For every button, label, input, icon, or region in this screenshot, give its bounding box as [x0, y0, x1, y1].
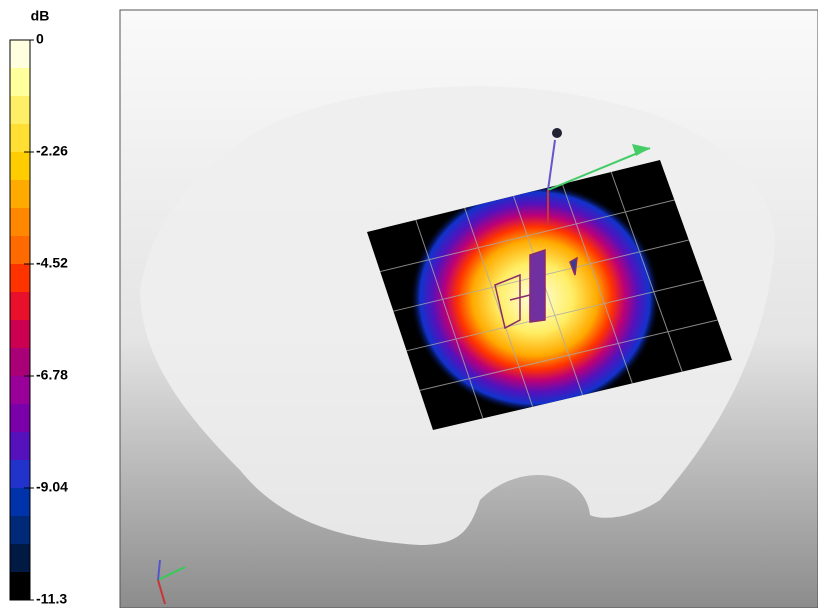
colorbar-segment [10, 432, 30, 461]
colorbar-segment [10, 152, 30, 181]
plate-grid-line [610, 171, 683, 372]
colorbar-frame [9, 39, 31, 601]
colorbar-segment [10, 292, 30, 321]
colorbar-segment [10, 488, 30, 517]
colorbar-segment [10, 236, 30, 265]
plate-grid-line [380, 199, 675, 273]
colorbar-segment [10, 460, 30, 489]
colorbar-segment [10, 68, 30, 97]
colorbar-segment [10, 96, 30, 125]
colorbar-segment [10, 376, 30, 405]
colorbar-tick-label: 0 [36, 31, 44, 47]
colorbar-segment [10, 572, 30, 601]
colorbar-segment [10, 180, 30, 209]
colorbar-segment [10, 544, 30, 573]
plate-grid-line [406, 279, 704, 352]
colorbar-segment [10, 264, 30, 293]
colorbar-segment [10, 40, 30, 69]
colorbar-segment [10, 320, 30, 349]
viewport [119, 9, 818, 609]
plate-grid-line [513, 195, 583, 396]
colorbar: dB 0 -2.26 -4.52 -6.78 -9.04 -11.3 [9, 8, 68, 607]
axes-gizmo [157, 128, 651, 605]
colorbar-tick-label: -11.3 [36, 591, 67, 607]
colorbar-tick-label: -9.04 [36, 479, 68, 495]
colorbar-segment [10, 124, 30, 153]
plate-grid-line [464, 207, 534, 407]
colorbar-segment [10, 208, 30, 237]
antenna [494, 248, 578, 330]
plate-grid-line [561, 183, 633, 384]
colorbar-tick-label: -4.52 [36, 255, 68, 271]
colorbar-tick-label: -2.26 [36, 143, 68, 159]
colorbar-segment [10, 404, 30, 433]
colorbar-tick-label: -6.78 [36, 367, 68, 383]
colorbar-segment [10, 516, 30, 545]
colorbar-segment [10, 348, 30, 377]
plate-grid-line [415, 219, 484, 419]
colorbar-unit: dB [31, 8, 50, 24]
plate-grid-line [419, 319, 718, 391]
